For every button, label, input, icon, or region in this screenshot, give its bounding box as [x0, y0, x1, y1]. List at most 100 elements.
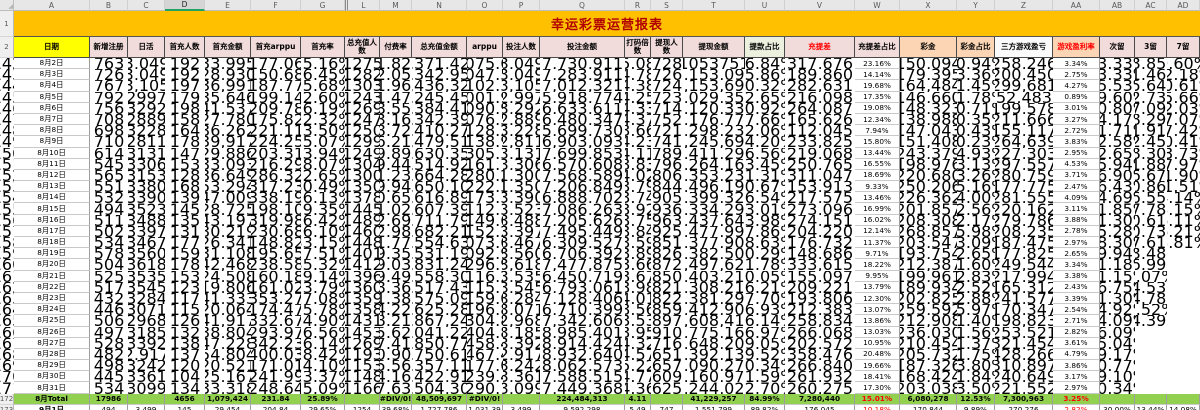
cell-r149-c7[interactable]: 1299 — [345, 136, 380, 148]
cell-r168-c24[interactable] — [1135, 349, 1167, 360]
cell-r156-c3[interactable]: 135 — [169, 214, 201, 226]
cell-r154-c4[interactable]: 47,009 — [205, 192, 251, 204]
cell-r151-c10[interactable]: 1,161.75 — [467, 158, 503, 170]
column-letter-Q[interactable]: Q — [540, 0, 625, 11]
cell-r150-c4[interactable]: 29,886 — [205, 147, 251, 159]
cell-r170-c25[interactable] — [1167, 371, 1200, 382]
cell-r162-c9[interactable]: 1,517,439 — [412, 281, 467, 293]
cell-r153-c16[interactable]: 90.67% — [745, 181, 785, 193]
cell-r155-c14[interactable]: 936 — [651, 203, 683, 215]
cell-r166-c12[interactable]: 8,985,401 — [541, 326, 624, 338]
cell-r154-c13[interactable]: 3.74 — [625, 192, 651, 204]
cell-r151-c19[interactable]: 198,976 — [900, 158, 957, 170]
cell-r169-c8[interactable]: 35.56% — [380, 360, 412, 372]
cell-r159-c18[interactable]: 9.71% — [855, 248, 900, 260]
cell-r170-c23[interactable]: 29.10% — [1100, 371, 1135, 383]
cell-r146-c21[interactable]: 199,578 — [995, 102, 1053, 114]
row-number-162[interactable]: 162 — [0, 281, 14, 293]
cell-r163-c0[interactable]: 8月23日 — [14, 292, 90, 305]
cell-r147-c16[interactable]: 87.66% — [745, 113, 785, 126]
cell-r151-c22[interactable]: 4.53% — [1053, 158, 1100, 170]
cell-r171-c15[interactable]: 1,244,029 — [683, 382, 745, 394]
cell-r159-c6[interactable]: 27.51% — [301, 248, 345, 260]
cell-r168-c22[interactable]: 4.79% — [1053, 348, 1100, 361]
cell-r172-c9[interactable]: 48,509,697 — [412, 393, 467, 405]
cell-r162-c19[interactable]: 189,934 — [900, 281, 957, 293]
cell-r158-c23[interactable]: 28.30% — [1100, 237, 1135, 249]
row-number-142[interactable]: 142 — [0, 58, 14, 70]
cell-r164-c1[interactable]: 446 — [93, 304, 125, 316]
cell-r152-c4[interactable]: 36,649 — [205, 169, 251, 182]
cell-r147-c5[interactable]: 175.82 — [251, 113, 301, 126]
cell-r151-c13[interactable]: 3.83 — [625, 158, 651, 170]
cell-r171-c2[interactable]: 3099 — [128, 382, 165, 394]
column-letter-T[interactable]: T — [683, 0, 745, 11]
cell-r148-c1[interactable]: 698 — [93, 125, 125, 137]
cell-r154-c25[interactable]: 4.14% — [1167, 192, 1200, 204]
cell-r145-c15[interactable]: 1,029,356 — [683, 91, 745, 103]
cell-r147-c4[interactable]: 27,780 — [205, 113, 251, 126]
cell-r144-c1[interactable]: 767 — [93, 80, 125, 92]
column-letter-O[interactable]: O — [467, 0, 503, 11]
header-cell-15[interactable]: 提现金额 — [683, 37, 745, 58]
column-letter-E[interactable]: E — [205, 0, 251, 11]
cell-r171-c21[interactable]: 221,552 — [995, 382, 1053, 394]
cell-r146-c8[interactable]: 38.55% — [380, 102, 412, 114]
cell-r153-c17[interactable]: 153,913 — [786, 181, 854, 193]
row-number-155[interactable]: 155 — [0, 203, 14, 215]
cell-r149-c1[interactable]: 710 — [93, 136, 125, 148]
cell-r171-c16[interactable]: 82.70% — [745, 382, 785, 394]
cell-r173-c6[interactable]: 29.65% — [301, 404, 345, 410]
cell-r173-c23[interactable]: 30.00% — [1100, 404, 1135, 410]
cell-r170-c15[interactable]: 1,160,979 — [683, 371, 745, 383]
cell-r164-c16[interactable]: 86.93% — [745, 304, 785, 316]
cell-r156-c8[interactable]: 42.69% — [380, 214, 412, 226]
cell-r155-c1[interactable]: 494 — [93, 203, 125, 215]
cell-r152-c3[interactable]: 128 — [169, 169, 201, 182]
cell-r142-c16[interactable]: 76.84% — [745, 58, 785, 70]
cell-r147-c11[interactable]: 2,889 — [503, 113, 540, 126]
cell-r161-c4[interactable]: 24,508 — [205, 270, 251, 282]
cell-r168-c6[interactable]: 28.42% — [301, 348, 345, 361]
cell-r172-c20[interactable]: 12.53% — [957, 393, 995, 405]
cell-r155-c19[interactable]: 201,857 — [900, 203, 957, 215]
cell-r161-c25[interactable] — [1167, 271, 1200, 282]
cell-r162-c24[interactable]: 14.53% — [1135, 281, 1167, 293]
cell-r163-c3[interactable]: 117 — [169, 292, 201, 305]
cell-r151-c0[interactable]: 8月11日 — [14, 158, 90, 170]
cell-r156-c16[interactable]: 83.98% — [745, 214, 785, 226]
cell-r153-c5[interactable]: 317.23 — [251, 181, 301, 193]
column-letter-V[interactable]: V — [785, 0, 855, 11]
cell-r161-c20[interactable]: 12.83% — [957, 270, 995, 282]
cell-r170-c18[interactable]: 18.41% — [855, 371, 900, 383]
cell-r160-c9[interactable]: 1,831,243 — [412, 259, 467, 271]
header-cell-7[interactable]: 总充值人数 — [345, 37, 380, 58]
cell-r154-c22[interactable]: 4.09% — [1053, 192, 1100, 204]
column-letter-X[interactable]: X — [900, 0, 957, 11]
cell-r163-c21[interactable]: 241,577 — [995, 292, 1053, 305]
cell-r147-c0[interactable]: 8月7日 — [14, 113, 90, 126]
cell-r166-c15[interactable]: 1,775,161 — [683, 326, 745, 338]
cell-r154-c15[interactable]: 1,399,320 — [683, 192, 745, 204]
cell-r163-c11[interactable]: 3,284 — [503, 292, 540, 305]
cell-r165-c14[interactable]: 897 — [651, 315, 683, 327]
cell-r154-c19[interactable]: 226,362 — [900, 192, 957, 204]
cell-r156-c18[interactable]: 16.02% — [855, 214, 900, 226]
cell-r145-c24[interactable]: 22.73% — [1135, 91, 1167, 103]
cell-r153-c10[interactable]: 1,222.30 — [467, 181, 503, 193]
cell-r151-c3[interactable]: 153 — [169, 158, 201, 170]
cell-r144-c25[interactable]: 10.61% — [1167, 80, 1200, 92]
cell-r158-c19[interactable]: 203,547 — [900, 237, 957, 249]
cell-r170-c4[interactable]: 25,167 — [205, 371, 251, 383]
cell-r156-c0[interactable]: 8月16日 — [14, 214, 90, 226]
cell-r164-c5[interactable]: 174.47 — [251, 304, 301, 316]
cell-r152-c20[interactable]: 13.26% — [957, 169, 995, 182]
cell-r152-c0[interactable]: 8月12日 — [14, 169, 90, 182]
cell-r173-c20[interactable]: 9.89% — [957, 404, 995, 410]
cell-r152-c14[interactable]: 806 — [651, 169, 683, 182]
cell-r168-c4[interactable]: 54,804 — [205, 348, 251, 361]
cell-r154-c23[interactable]: 34.69% — [1100, 192, 1135, 204]
cell-r164-c8[interactable]: 44.22% — [380, 304, 412, 316]
cell-r142-c9[interactable]: 1,371,427 — [412, 58, 467, 70]
cell-r147-c13[interactable]: 4.37 — [625, 113, 651, 126]
